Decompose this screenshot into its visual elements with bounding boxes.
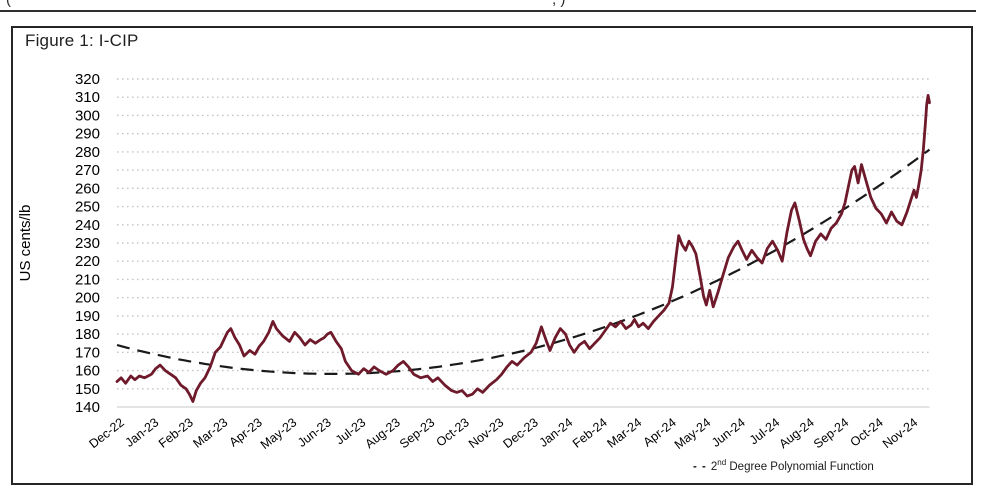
figure-border-box (11, 26, 973, 485)
y-tick-label: 140 (75, 399, 100, 416)
x-tick-label: Sep-23 (397, 415, 437, 451)
y-tick-label: 240 (75, 217, 100, 234)
x-tick-label: Jan-24 (537, 415, 576, 450)
top-divider-line (0, 10, 976, 12)
y-tick-label: 290 (75, 126, 100, 143)
x-tick-label: Aug-23 (362, 415, 402, 451)
y-tick-label: 310 (75, 89, 100, 106)
x-tick-label: Jul-23 (333, 415, 368, 447)
y-axis-title: US cents/lb (17, 205, 34, 282)
x-tick-label: May-24 (672, 415, 714, 452)
y-tick-label: 280 (75, 144, 100, 161)
y-tick-label: 220 (75, 253, 100, 270)
x-tick-label: Jul-24 (747, 415, 782, 447)
y-tick-label: 210 (75, 271, 100, 288)
trend-legend: - -2nd Degree Polynomial Function (693, 458, 874, 473)
x-tick-label: Nov-24 (880, 415, 920, 451)
y-tick-label: 270 (75, 162, 100, 179)
x-tick-label: Feb-23 (156, 415, 196, 450)
y-tick-label: 250 (75, 199, 100, 216)
y-tick-label: 230 (75, 235, 100, 252)
x-tick-label: Mar-24 (605, 415, 645, 450)
y-tick-label: 200 (75, 290, 100, 307)
y-tick-label: 170 (75, 344, 100, 361)
x-tick-label: Apr-23 (227, 415, 265, 449)
x-tick-label: Oct-24 (848, 415, 886, 449)
x-tick-label: May-23 (258, 415, 300, 452)
legend-label-superscript: nd (717, 458, 727, 467)
figure-title: Figure 1: I-CIP (25, 31, 139, 50)
legend-label-prefix: 2 (710, 460, 718, 473)
x-tick-label: Aug-24 (776, 415, 816, 451)
y-tick-label: 160 (75, 363, 100, 380)
y-tick-label: 180 (75, 326, 100, 343)
cropped-text-above: ( , ) (0, 0, 983, 9)
y-tick-label: 150 (75, 381, 100, 398)
x-tick-label: Dec-23 (500, 415, 540, 451)
y-tick-label: 260 (75, 180, 100, 197)
price-series-line (115, 94, 931, 403)
cropped-text-fragment: ( (6, 0, 11, 8)
x-tick-label: Apr-24 (641, 415, 679, 449)
y-tick-label: 320 (75, 71, 100, 88)
x-tick-label: Jun-23 (295, 415, 334, 450)
legend-label-rest: Degree Polynomial Function (726, 460, 874, 473)
x-tick-label: Jun-24 (709, 415, 748, 450)
dashed-line-legend-icon: - - (693, 460, 707, 473)
x-tick-label: Jan-23 (123, 415, 162, 450)
x-tick-label: Nov-23 (466, 415, 506, 451)
x-tick-label: Dec-22 (86, 415, 126, 451)
x-tick-label: Oct-23 (434, 415, 472, 449)
trend-line (116, 148, 931, 375)
y-tick-label: 190 (75, 308, 100, 325)
cropped-text-fragment: , ) (552, 0, 565, 8)
y-tick-label: 300 (75, 107, 100, 124)
x-tick-label: Mar-23 (191, 415, 231, 450)
x-tick-label: Feb-24 (570, 415, 610, 450)
x-tick-label: Sep-24 (811, 415, 851, 451)
